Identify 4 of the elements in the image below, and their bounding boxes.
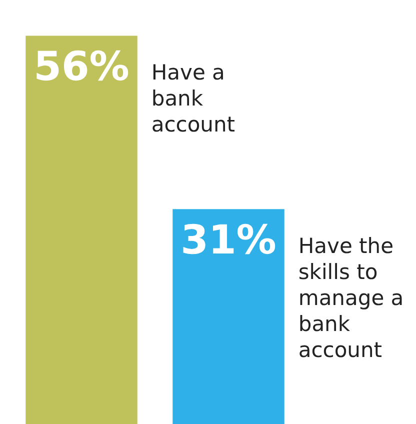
data-label: 31% xyxy=(180,217,276,264)
data-label: 56% xyxy=(34,44,130,90)
annotation: Have the skills to manage a bank account xyxy=(298,234,404,362)
annotation: Have a bank account xyxy=(151,60,236,137)
